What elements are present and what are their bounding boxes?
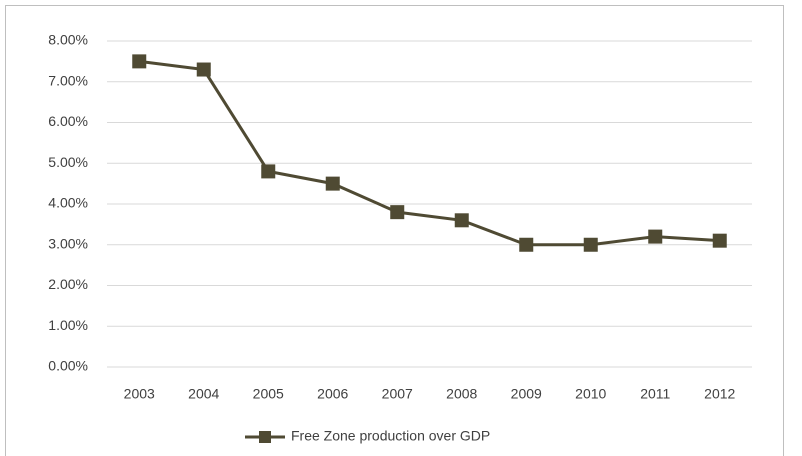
x-tick-label: 2003 <box>124 386 155 402</box>
y-tick-label: 1.00% <box>48 317 88 333</box>
x-tick-label: 2012 <box>704 386 735 402</box>
legend-label: Free Zone production over GDP <box>291 428 490 444</box>
x-tick-label: 2005 <box>253 386 284 402</box>
x-tick-label: 2004 <box>188 386 219 402</box>
x-tick-label: 2009 <box>511 386 542 402</box>
x-tick-label: 2007 <box>382 386 413 402</box>
x-tick-label: 2011 <box>640 386 670 402</box>
x-tick-label: 2006 <box>317 386 348 402</box>
marker <box>583 237 598 252</box>
marker <box>712 233 727 248</box>
marker <box>132 54 147 69</box>
marker <box>519 237 534 252</box>
y-tick-label: 5.00% <box>48 154 88 170</box>
line <box>139 59 720 247</box>
x-tick-label: 2010 <box>575 386 606 402</box>
chart-frame <box>5 5 784 456</box>
legend-marker <box>259 431 271 443</box>
x-tick-label: 2008 <box>446 386 477 402</box>
marker <box>390 205 405 220</box>
marker <box>325 176 340 191</box>
y-tick-label: 2.00% <box>48 276 88 292</box>
marker <box>196 62 211 77</box>
marker <box>454 213 469 228</box>
marker <box>648 229 663 244</box>
y-tick-label: 3.00% <box>48 235 88 251</box>
marker <box>261 164 276 179</box>
y-tick-label: 6.00% <box>48 113 88 129</box>
y-tick-label: 0.00% <box>48 358 88 374</box>
y-tick-label: 8.00% <box>48 32 88 48</box>
y-tick-label: 7.00% <box>48 72 88 88</box>
y-tick-label: 4.00% <box>48 195 88 211</box>
